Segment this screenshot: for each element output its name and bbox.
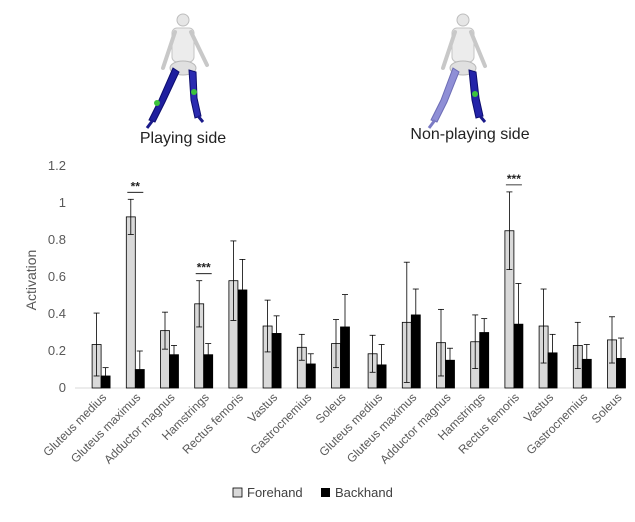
y-tick-label: 0.2: [48, 343, 66, 358]
significance-markers: ********: [127, 172, 522, 275]
category-label: Rectus femoris: [180, 390, 246, 456]
panel-label-non-playing-side: Non-playing side: [410, 126, 529, 143]
significance-label: ***: [197, 261, 211, 275]
significance-label: **: [131, 179, 141, 193]
y-tick-label: 1: [59, 195, 66, 210]
bars-group: [91, 191, 626, 389]
y-tick-label: 0.6: [48, 269, 66, 284]
significance-label: ***: [507, 172, 521, 186]
category-label: Soleus: [589, 390, 625, 426]
y-tick-label: 0.8: [48, 232, 66, 247]
panel-label-playing-side: Playing side: [140, 130, 226, 147]
category-label: Gastrocnemius: [523, 390, 590, 457]
skeleton-figure-playing-side: [145, 13, 209, 129]
legend-label-backhand: Backhand: [335, 485, 393, 500]
legend-label-forehand: Forehand: [247, 485, 303, 500]
legend-swatch-forehand: [232, 487, 243, 498]
category-label: Rectus femoris: [456, 390, 522, 456]
legend: Forehand Backhand: [232, 485, 393, 500]
bar-forehand: [125, 216, 136, 389]
skeleton-figure-non-playing-side: [427, 13, 487, 129]
y-tick-label: 1.2: [48, 158, 66, 173]
y-tick-label: 0.4: [48, 306, 66, 321]
y-tick-label: 0: [59, 380, 66, 395]
category-label: Soleus: [313, 390, 349, 426]
legend-swatch-backhand: [321, 488, 330, 497]
y-axis-label: Activation: [23, 250, 39, 311]
y-axis-ticks: 0 0.2 0.4 0.6 0.8 1 1.2: [48, 158, 66, 395]
category-label: Gastrocnemius: [247, 390, 314, 457]
